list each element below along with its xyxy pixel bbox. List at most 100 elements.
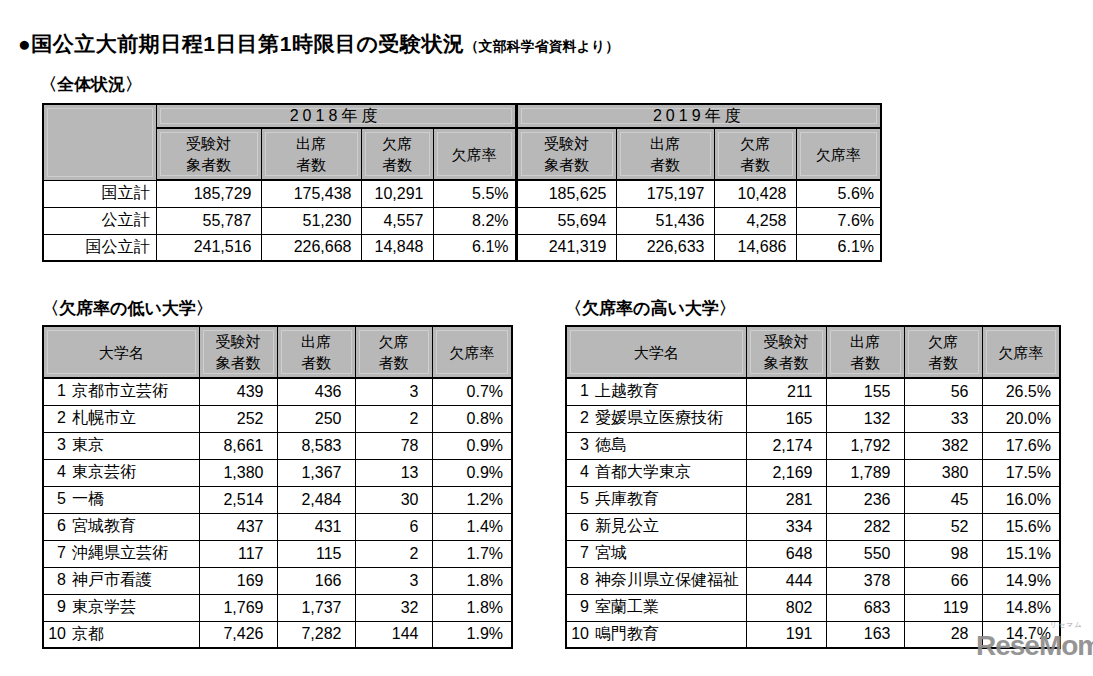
university-name-cell: 10京都 [43, 621, 199, 648]
university-name-cell: 2愛媛県立医療技術 [566, 405, 746, 432]
present-count-cell: 2,484 [277, 486, 355, 513]
university-name: 一橋 [72, 490, 104, 507]
overall-table-row: 公立計 55,787 51,230 4,557 8.2% 55,694 51,4… [43, 207, 881, 234]
university-name: 京都 [72, 625, 104, 642]
absent-count-cell: 380 [904, 459, 982, 486]
university-name: 宮城教育 [72, 517, 136, 534]
university-name: 沖縄県立芸術 [72, 544, 168, 561]
high-table-row: 2愛媛県立医療技術 165 132 33 20.0% [566, 405, 1060, 432]
university-name-cell: 3 東京 [43, 432, 199, 459]
rank-number: 7 [571, 544, 589, 562]
overall-table-row: 国公立計 241,516 226,668 14,848 6.1% 241,319… [43, 234, 881, 261]
absence-rate-cell: 1.9% [432, 621, 512, 648]
absent-count-cell: 33 [904, 405, 982, 432]
absent-count-cell: 13 [355, 459, 432, 486]
page-title-text: ●国公立大前期日程1日目第1時限目の受験状況 [18, 32, 465, 55]
rank-number: 10 [571, 625, 589, 643]
low-absence-rate-table: 大学名 受験対象者数 出席者数 欠席者数 欠席率 1京都市立芸術 439 436… [42, 325, 513, 649]
row-label-cell: 公立計 [43, 207, 156, 234]
target-count-cell: 648 [746, 540, 826, 567]
target-count-cell: 252 [199, 405, 277, 432]
rank-number: 5 [48, 490, 66, 508]
present-count-cell: 115 [277, 540, 355, 567]
col-header-rate: 欠席率 [432, 326, 512, 378]
col-header-university: 大学名 [566, 326, 746, 378]
resemom-logo-ruby: リセマム [1050, 620, 1083, 630]
university-name-cell: 7 沖縄県立芸術 [43, 540, 199, 567]
col-header-rate: 欠席率 [982, 326, 1060, 378]
university-name: 東京芸術 [72, 463, 136, 480]
col-header-present: 出席者数 [826, 326, 904, 378]
target-count-cell: 2,514 [199, 486, 277, 513]
absence-rate-cell: 15.6% [982, 513, 1060, 540]
absence-rate-cell: 14.8% [982, 594, 1060, 621]
present-count-cell: 8,583 [277, 432, 355, 459]
absence-rate-cell: 1.8% [432, 567, 512, 594]
high-rate-section-label: 〈欠席率の高い大学〉 [565, 297, 736, 320]
target-count-cell: 191 [746, 621, 826, 648]
absence-rate-cell: 0.7% [432, 378, 512, 405]
target-count-cell: 334 [746, 513, 826, 540]
absent-count-cell: 66 [904, 567, 982, 594]
low-table-row: 10京都 7,426 7,282 144 1.9% [43, 621, 512, 648]
present-count-2019-cell: 175,197 [616, 180, 714, 207]
year-2019-header: 2019年度 [516, 104, 881, 128]
rank-number: 3 [48, 436, 66, 454]
high-table-row: 6新見公立 334 282 52 15.6% [566, 513, 1060, 540]
high-table-row: 3徳島 2,174 1,792 382 17.6% [566, 432, 1060, 459]
high-table-row: 5兵庫教育 281 236 45 16.0% [566, 486, 1060, 513]
university-name-cell: 6宮城教育 [43, 513, 199, 540]
absence-rate-cell: 17.5% [982, 459, 1060, 486]
target-count-cell: 802 [746, 594, 826, 621]
present-count-cell: 1,792 [826, 432, 904, 459]
university-name: 徳島 [595, 436, 627, 453]
present-count-cell: 1,737 [277, 594, 355, 621]
absent-count-2019-cell: 4,258 [714, 207, 796, 234]
university-name: 東京 [72, 436, 104, 453]
university-name: 新見公立 [595, 517, 659, 534]
university-name-cell: 8神奈川県立保健福祉 [566, 567, 746, 594]
absent-count-cell: 6 [355, 513, 432, 540]
target-count-cell: 117 [199, 540, 277, 567]
absence-rate-cell: 0.9% [432, 432, 512, 459]
absent-count-cell: 2 [355, 540, 432, 567]
university-name: 東京学芸 [72, 598, 136, 615]
absence-rate-cell: 0.8% [432, 405, 512, 432]
absence-rate-cell: 1.8% [432, 594, 512, 621]
absence-rate-cell: 26.5% [982, 378, 1060, 405]
col-header-present-2018: 出席者数 [261, 128, 361, 180]
absent-count-cell: 2 [355, 405, 432, 432]
rank-number: 7 [48, 544, 66, 562]
absent-count-cell: 78 [355, 432, 432, 459]
high-table-row: 9室蘭工業 802 683 119 14.8% [566, 594, 1060, 621]
present-count-cell: 282 [826, 513, 904, 540]
absent-count-cell: 144 [355, 621, 432, 648]
page-title: ●国公立大前期日程1日目第1時限目の受験状況（文部科学省資料より） [18, 30, 619, 58]
absent-count-cell: 3 [355, 378, 432, 405]
col-header-present: 出席者数 [277, 326, 355, 378]
present-count-2018-cell: 175,438 [261, 180, 361, 207]
present-count-cell: 236 [826, 486, 904, 513]
absent-count-2018-cell: 14,848 [361, 234, 433, 261]
absence-rate-2019-cell: 6.1% [796, 234, 881, 261]
rank-number: 1 [48, 382, 66, 400]
university-name-cell: 2札幌市立 [43, 405, 199, 432]
absent-count-cell: 30 [355, 486, 432, 513]
resemom-logo: ReseMom.リセマム [976, 630, 1093, 662]
col-header-target-2019: 受験対象者数 [516, 128, 616, 180]
university-name-cell: 8神戸市看護 [43, 567, 199, 594]
absence-rate-2018-cell: 6.1% [433, 234, 516, 261]
low-table-row: 1京都市立芸術 439 436 3 0.7% [43, 378, 512, 405]
target-count-2019-cell: 55,694 [516, 207, 616, 234]
col-header-absent: 欠席者数 [355, 326, 432, 378]
corner-cell [43, 104, 156, 180]
present-count-cell: 550 [826, 540, 904, 567]
col-header-university: 大学名 [43, 326, 199, 378]
col-header-present-2019: 出席者数 [616, 128, 714, 180]
target-count-cell: 1,380 [199, 459, 277, 486]
target-count-cell: 439 [199, 378, 277, 405]
absence-rate-cell: 15.1% [982, 540, 1060, 567]
absent-count-cell: 382 [904, 432, 982, 459]
absence-rate-cell: 17.6% [982, 432, 1060, 459]
absence-rate-cell: 1.2% [432, 486, 512, 513]
